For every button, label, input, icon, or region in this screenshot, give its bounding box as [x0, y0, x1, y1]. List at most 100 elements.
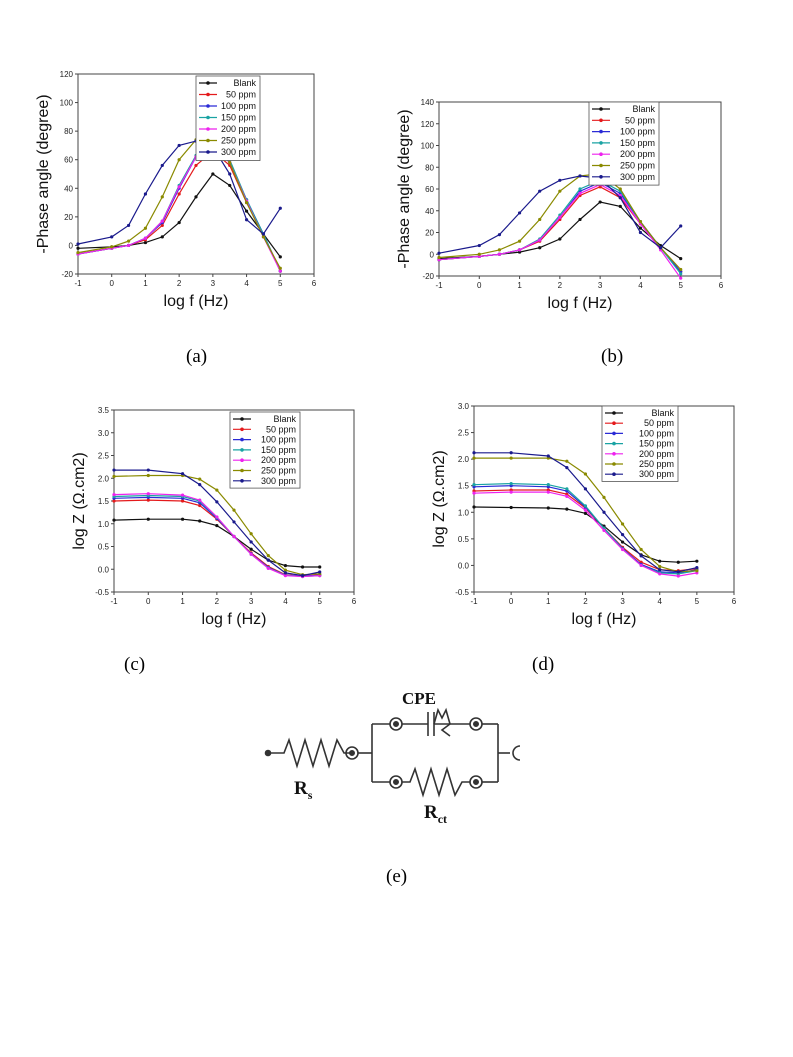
y-tick-label: 0	[430, 250, 435, 259]
caption-e: (e)	[386, 866, 408, 887]
y-tick-label: -20	[422, 272, 434, 281]
y-tick-label: 140	[421, 98, 435, 107]
data-point	[509, 490, 513, 494]
series-line	[113, 499, 320, 577]
series-line	[438, 183, 682, 279]
x-tick-label: 0	[509, 597, 514, 606]
data-point	[598, 200, 602, 204]
data-point	[266, 558, 270, 562]
data-point	[546, 506, 550, 510]
legend-marker	[612, 452, 616, 456]
data-point	[283, 574, 288, 578]
data-point	[143, 240, 148, 245]
data-point	[278, 269, 282, 273]
x-tick-label: 1	[546, 597, 551, 606]
data-point	[198, 498, 202, 502]
data-point	[679, 272, 683, 276]
data-point	[583, 487, 588, 491]
data-point	[244, 218, 249, 222]
data-point	[638, 226, 643, 230]
series-line	[438, 175, 682, 254]
legend-label: 50 ppm	[625, 115, 655, 125]
data-point	[177, 192, 181, 196]
data-point	[497, 252, 502, 256]
series-line	[113, 493, 320, 578]
y-tick-label: 0.0	[458, 561, 470, 570]
series-line	[438, 173, 682, 270]
equivalent-circuit: CPE Rs Rct	[264, 690, 521, 826]
legend-marker	[206, 127, 210, 131]
legend-marker	[206, 115, 210, 120]
data-point	[497, 233, 502, 237]
data-point	[244, 200, 249, 205]
x-tick-label: 1	[180, 597, 185, 606]
data-point	[194, 195, 198, 199]
data-point	[110, 245, 114, 249]
series-line	[77, 150, 281, 272]
legend-marker	[206, 138, 210, 143]
x-tick-label: 4	[283, 597, 288, 606]
y-tick-label: 1.5	[98, 497, 110, 506]
x-tick-label: -1	[470, 597, 478, 606]
legend-label: 200 ppm	[221, 124, 256, 134]
cpe-label: CPE	[402, 690, 436, 708]
x-tick-label: 3	[211, 279, 216, 288]
legend-label: Blank	[273, 414, 296, 424]
legend-marker	[599, 175, 603, 179]
x-axis-label: log f (Hz)	[164, 293, 229, 310]
data-point	[679, 276, 683, 280]
series-line	[473, 482, 698, 575]
rct-label: Rct	[424, 802, 447, 826]
data-point	[146, 473, 150, 478]
x-tick-label: 5	[695, 597, 700, 606]
caption-c: (c)	[124, 654, 146, 675]
y-tick-label: -20	[61, 270, 73, 279]
y-tick-label: 100	[60, 99, 74, 108]
legend-label: 100 ppm	[639, 428, 674, 438]
y-tick-label: 40	[425, 207, 434, 216]
legend-label: 50 ppm	[226, 90, 256, 100]
x-tick-label: -1	[74, 279, 82, 288]
x-tick-label: 5	[678, 281, 683, 290]
legend-label: 200 ppm	[261, 455, 296, 465]
series-line	[77, 140, 281, 245]
data-point	[283, 568, 288, 572]
chart-c: -1 0 1 2 3 4 5 6 -0.5 0.0 0.5 1.0 1.5 2.0 2.5 3.0 3.5 log…	[62, 404, 382, 634]
y-tick-label: 2.5	[458, 429, 470, 438]
y-tick-label: 60	[64, 156, 73, 165]
x-tick-label: 2	[215, 597, 220, 606]
series-line	[473, 485, 698, 574]
data-point	[215, 488, 219, 492]
x-tick-label: 0	[146, 597, 151, 606]
data-point	[177, 185, 181, 189]
data-point	[565, 466, 569, 470]
legend-marker	[240, 427, 244, 432]
data-point	[546, 454, 550, 458]
y-tick-label: 80	[425, 163, 434, 172]
data-point	[143, 226, 148, 230]
data-point	[509, 451, 513, 455]
data-point	[160, 235, 164, 239]
legend-label: 150 ppm	[620, 138, 655, 148]
data-point	[472, 451, 476, 455]
legend-marker	[240, 417, 244, 421]
y-tick-label: 80	[64, 127, 73, 136]
data-point	[695, 565, 699, 570]
y-tick-label: 2.0	[458, 455, 470, 464]
x-tick-label: 4	[657, 597, 662, 606]
y-tick-label: 0.5	[98, 543, 110, 552]
x-tick-label: 5	[317, 597, 322, 606]
y-tick-label: 3.0	[458, 402, 470, 411]
x-tick-label: 1	[517, 281, 522, 290]
y-tick-label: 1.0	[458, 508, 470, 517]
x-axis-label: log f (Hz)	[548, 295, 613, 312]
y-tick-label: 0.5	[458, 535, 470, 544]
x-tick-label: 6	[352, 597, 357, 606]
y-tick-label: 20	[425, 229, 434, 238]
series-line	[113, 494, 320, 578]
legend-label: 250 ppm	[261, 466, 296, 476]
legend-marker	[599, 129, 603, 134]
data-point	[244, 209, 249, 213]
data-point	[583, 472, 588, 476]
